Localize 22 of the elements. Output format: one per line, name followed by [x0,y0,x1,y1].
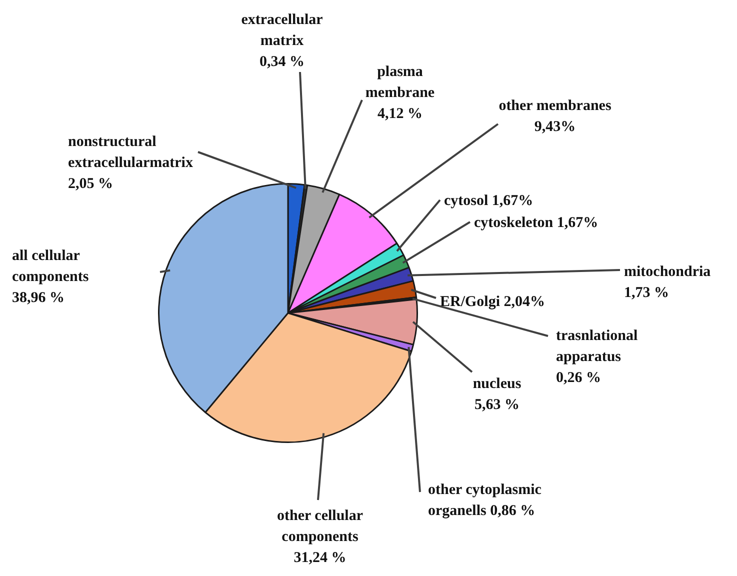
data-label: 9,43% [534,118,576,135]
slice-label: other membranes [498,98,612,114]
slice-label: cytoskeleton 1,67% [474,214,598,231]
slice-label: plasma membrane [365,64,435,101]
slice-label: other cellular components [277,508,364,545]
slice-label: other cytoplasmic organells 0,86 % [428,482,542,519]
data-label: 1,73 % [624,284,669,301]
slice-label: mitochondria [624,264,712,280]
data-label: 31,24 % [294,550,346,566]
data-label: 38,96 % [12,290,64,306]
slice-label: extracellular matrix [241,12,324,49]
data-label: 0,34 % [260,54,304,70]
data-label: 4,12 % [378,106,422,122]
slice-label: all cellular components [12,248,89,285]
slice-label: ER/Golgi 2,04% [440,294,546,310]
data-label: 2,05 % [68,176,113,192]
slice-label: nucleus [472,376,522,392]
data-label: 5,63 % [474,396,520,413]
slice-label: cytosol 1,67% [444,192,534,209]
slice-label: nonstructural extracellularmatrix [68,134,194,171]
slice-label: trasnlational apparatus [556,328,638,365]
data-label: 0,26 % [556,370,601,386]
